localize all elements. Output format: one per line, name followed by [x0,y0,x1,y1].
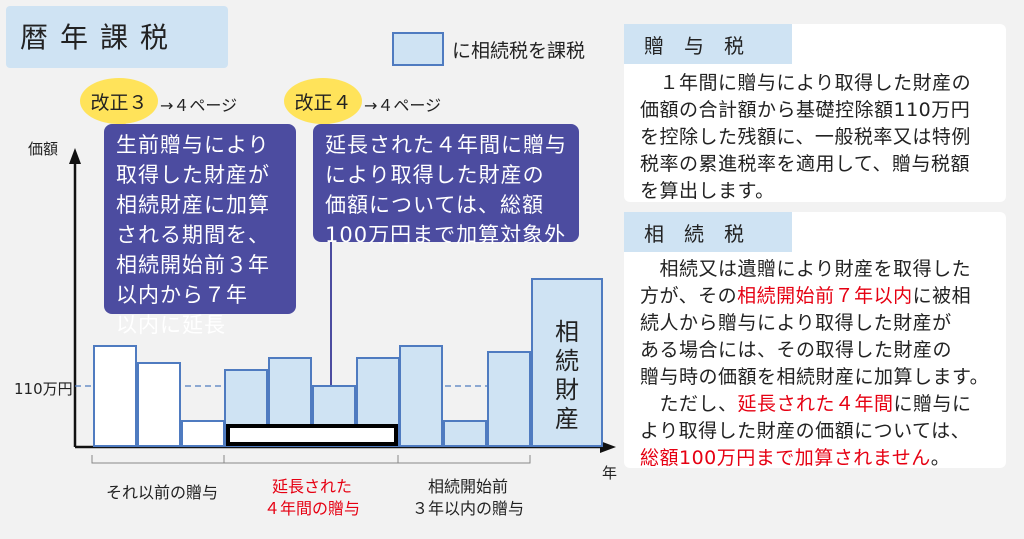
inheritance-tax-heading: 相続税 [624,212,792,252]
callout-revision-4: 延長された４年間に贈与 により取得した財産の 価額については、総額 100万円ま… [313,124,579,247]
exclusion-100man-box [226,424,398,446]
title-box [6,6,228,68]
inherited-estate-label: 相 続 財 産 [555,318,579,433]
gift-tax-heading: 贈与税 [624,24,792,64]
revision-ref-4: →４ページ [364,96,442,115]
legend-label: に相続税を課税 [452,40,586,62]
legend-swatch [392,32,444,66]
bar-earlier-3 [181,420,225,447]
chart-axes [69,148,616,464]
group-label-within3: 相続開始前 ３年以内の贈与 [411,477,524,518]
bar-inherited-estate [531,278,603,447]
page-title: 暦年課税 [20,21,181,54]
inheritance-tax-panel [624,212,1006,468]
group-label-earlier: それ以前の贈与 [105,483,218,502]
gift-tax-text: １年間に贈与により取得した財産の 価額の合計額から基礎控除額110万円 を控除し… [640,72,972,202]
bar-earlier-2 [137,362,181,447]
bar-within3-2 [443,420,487,447]
inheritance-tax-text: 相続又は遺贈により財産を取得した 方が、その相続開始前７年以内に被相 続人から贈… [640,258,990,469]
callout-revision-3: 生前贈与により 取得した財産が 相続財産に加算 される期間を、 相続開始前３年 … [104,124,296,337]
bar-within3-3 [487,351,531,447]
group-label-extended: 延長された ４年間の贈与 [263,477,360,518]
revision-badge-3: 改正３ [80,78,158,124]
bar-earlier-1 [93,345,137,447]
bar-within3-1 [399,345,443,447]
x-axis-label: 年 [602,464,618,482]
revision-ref-3: →４ページ [160,96,238,115]
y-axis-label: 価額 [28,140,59,158]
revision-badge-4: 改正４ [284,78,362,124]
y-tick-110: 110万円 [14,380,73,398]
